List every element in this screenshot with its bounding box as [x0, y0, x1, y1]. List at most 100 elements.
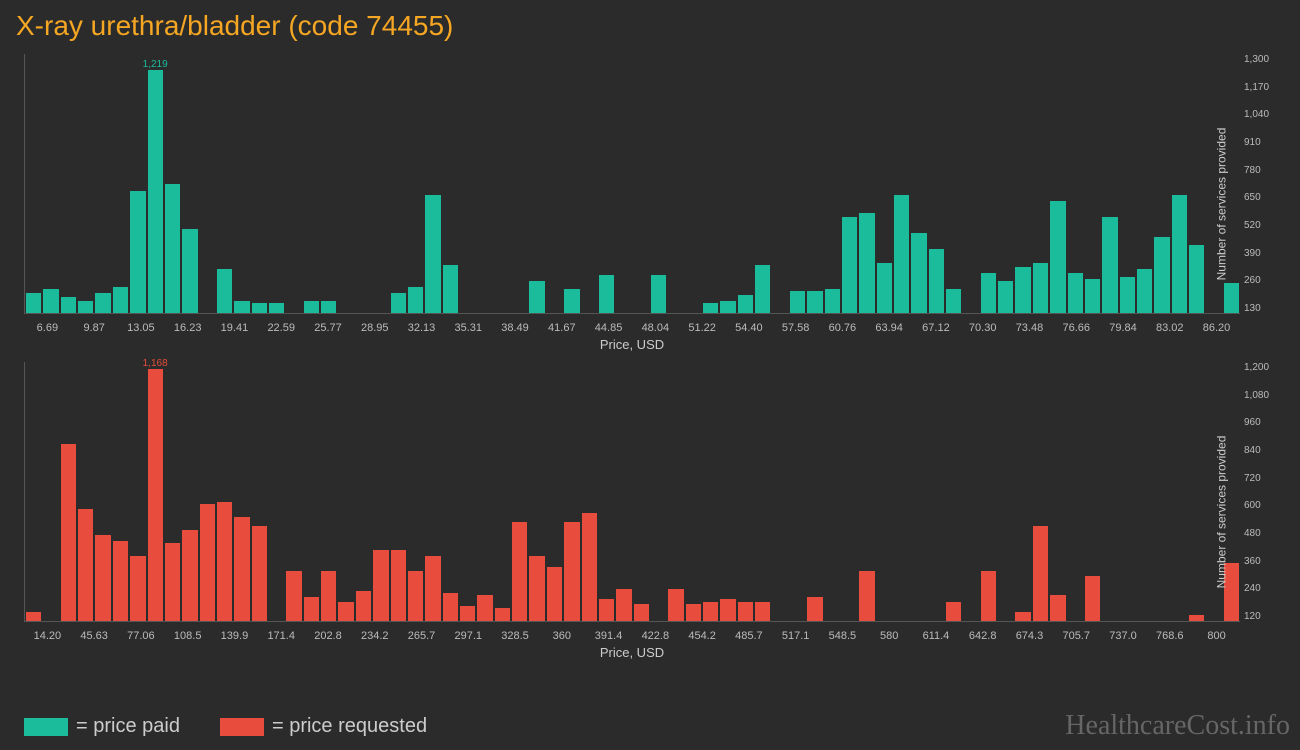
x-tick: 45.63 [71, 630, 118, 642]
bar [825, 289, 840, 313]
bar [425, 556, 440, 621]
x-tick: 70.30 [959, 322, 1006, 334]
bar [1015, 612, 1030, 621]
bar [165, 184, 180, 314]
x-tick: 63.94 [866, 322, 913, 334]
bar [148, 70, 163, 313]
y-tick: 520 [1244, 220, 1280, 231]
bar [894, 195, 909, 313]
bar [529, 281, 544, 313]
x-axis-title-requested: Price, USD [24, 645, 1240, 660]
x-tick: 768.6 [1146, 630, 1193, 642]
x-tick: 6.69 [24, 322, 71, 334]
y-tick: 600 [1244, 500, 1280, 511]
bar [946, 602, 961, 621]
bar [1033, 526, 1048, 621]
bar [234, 517, 249, 621]
x-tick: 391.4 [585, 630, 632, 642]
bar [391, 550, 406, 621]
bar [755, 602, 770, 621]
x-tick: 77.06 [118, 630, 165, 642]
bar [321, 571, 336, 621]
x-tick: 51.22 [679, 322, 726, 334]
swatch-red [220, 718, 264, 736]
bar [1085, 279, 1100, 313]
x-tick: 44.85 [585, 322, 632, 334]
bar [217, 269, 232, 313]
x-tick: 360 [538, 630, 585, 642]
y-tick: 1,040 [1244, 109, 1280, 120]
bar [217, 502, 232, 621]
bar [929, 249, 944, 313]
bar [43, 289, 58, 313]
bar [26, 612, 41, 621]
y-tick: 1,080 [1244, 390, 1280, 401]
y-tick: 260 [1244, 275, 1280, 286]
y-axis-title-requested: Number of services provided [1215, 436, 1229, 589]
bar [78, 509, 93, 621]
bar [78, 301, 93, 313]
x-tick: 13.05 [118, 322, 165, 334]
legend-item-paid: = price paid [24, 715, 180, 738]
bar [547, 567, 562, 621]
x-tick: 67.12 [913, 322, 960, 334]
y-tick: 360 [1244, 556, 1280, 567]
bar [1224, 283, 1239, 313]
bar [252, 526, 267, 621]
bar [946, 289, 961, 313]
bar [61, 297, 76, 313]
y-tick: 780 [1244, 165, 1280, 176]
bar [1085, 576, 1100, 621]
bar [26, 293, 41, 313]
x-tick: 139.9 [211, 630, 258, 642]
x-tick: 41.67 [538, 322, 585, 334]
y-tick: 1,170 [1244, 82, 1280, 93]
bar [1154, 237, 1169, 313]
bar [1050, 595, 1065, 621]
y-tick: 960 [1244, 417, 1280, 428]
bar [304, 301, 319, 313]
y-tick: 1,200 [1244, 362, 1280, 373]
x-tick: 737.0 [1100, 630, 1147, 642]
y-tick: 910 [1244, 137, 1280, 148]
bar [1120, 277, 1135, 313]
bar [703, 602, 718, 621]
bar [807, 597, 822, 621]
bar [582, 513, 597, 621]
plot-area-paid: 1,219 [24, 54, 1240, 314]
bar [113, 287, 128, 313]
x-tick: 25.77 [305, 322, 352, 334]
y-tick: 240 [1244, 583, 1280, 594]
legend-label-paid: = price paid [76, 715, 180, 738]
legend-item-requested: = price requested [220, 715, 427, 738]
x-tick: 171.4 [258, 630, 305, 642]
bar [1189, 615, 1204, 621]
x-tick: 580 [866, 630, 913, 642]
bar [1050, 201, 1065, 313]
swatch-green [24, 718, 68, 736]
x-tick: 234.2 [351, 630, 398, 642]
bar [200, 504, 215, 621]
y-tick: 720 [1244, 473, 1280, 484]
y-tick: 130 [1244, 303, 1280, 314]
x-tick: 800 [1193, 630, 1240, 642]
bar [668, 589, 683, 621]
bar [321, 301, 336, 313]
bar [95, 535, 110, 621]
bar [408, 287, 423, 313]
bar [182, 530, 197, 621]
bar [1068, 273, 1083, 313]
y-tick: 650 [1244, 192, 1280, 203]
bar [408, 571, 423, 621]
x-tick: 422.8 [632, 630, 679, 642]
bar [304, 597, 319, 621]
watermark: HealthcareCost.info [1065, 710, 1290, 742]
bar [61, 444, 76, 621]
chart-paid: 1,219 1302603905206507809101,0401,1701,3… [24, 54, 1240, 354]
bar [634, 604, 649, 621]
bar [373, 550, 388, 621]
x-tick: 28.95 [351, 322, 398, 334]
bar [859, 571, 874, 621]
x-tick: 79.84 [1100, 322, 1147, 334]
bar [599, 275, 614, 313]
